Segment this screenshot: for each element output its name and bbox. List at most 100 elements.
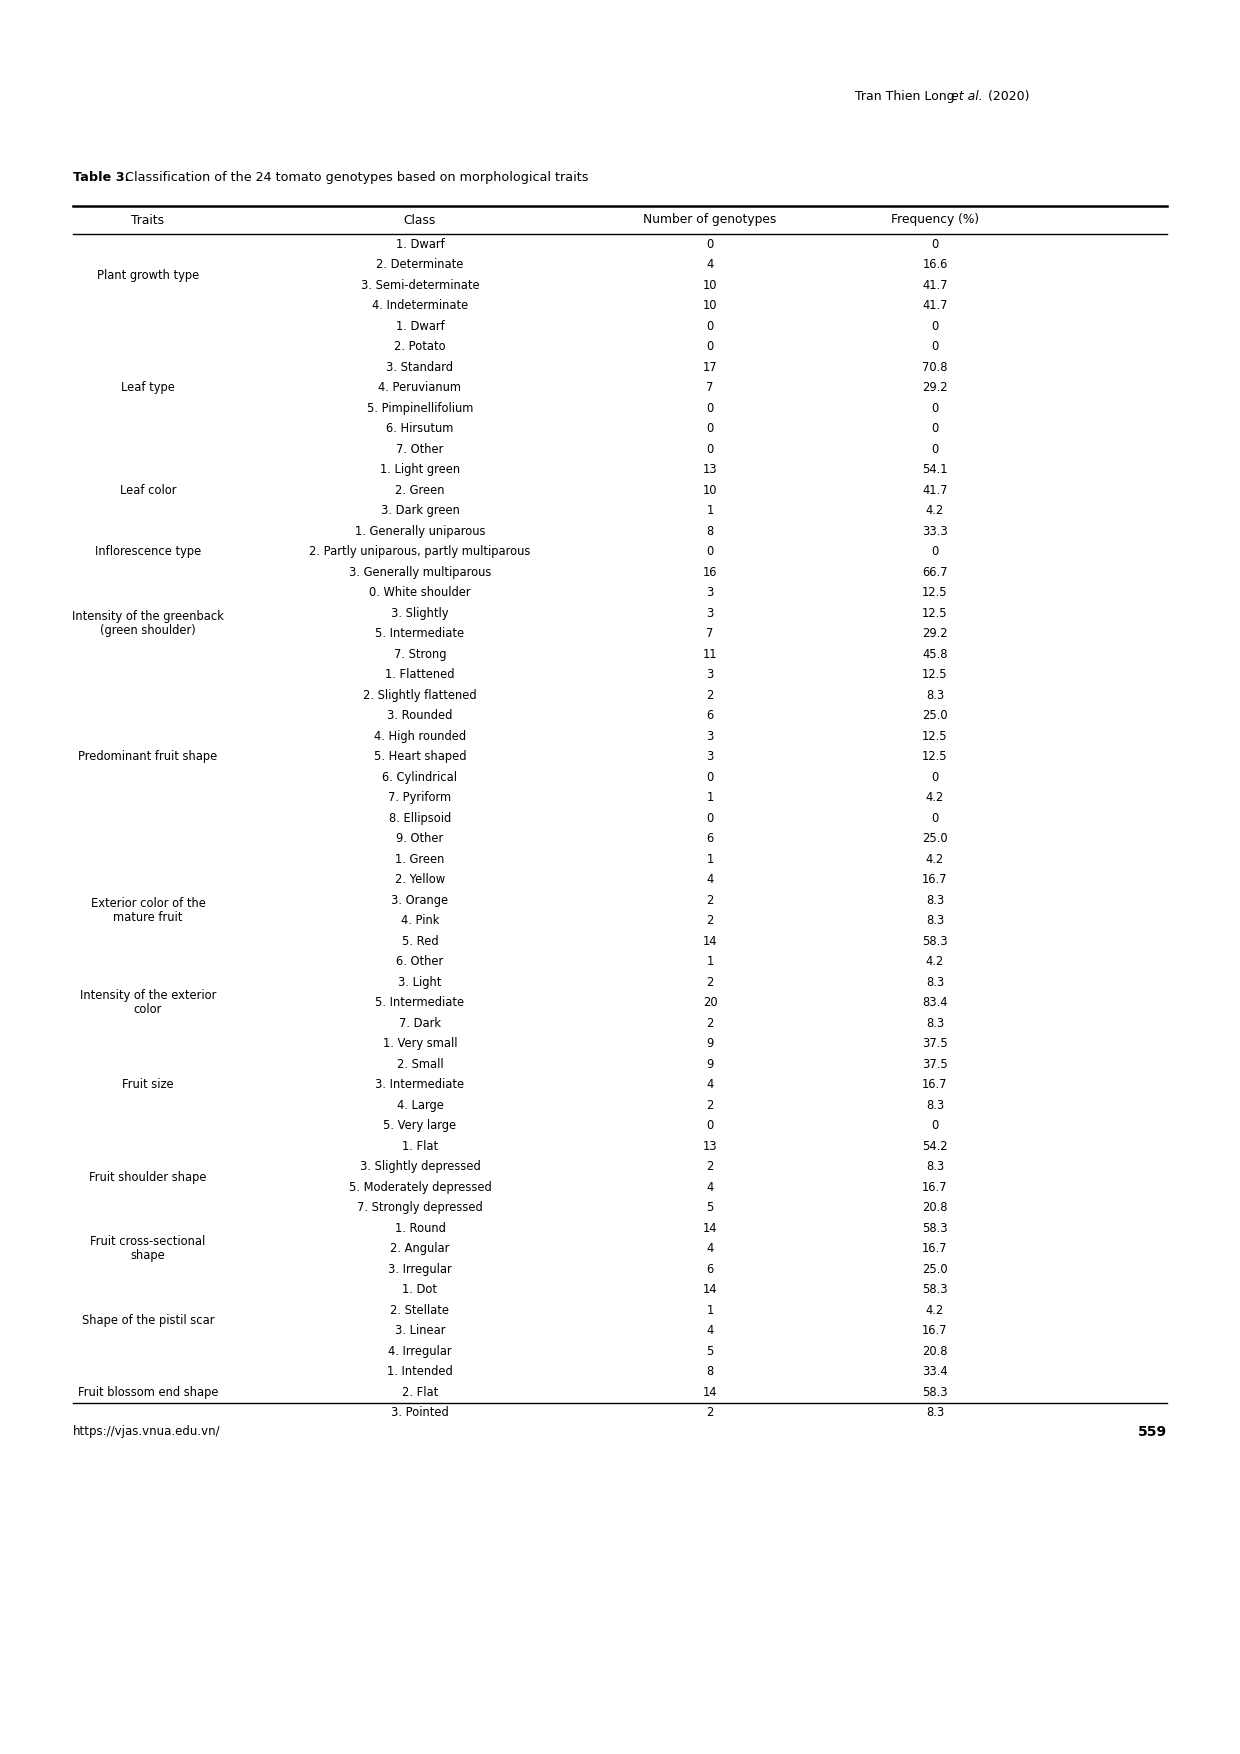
Text: 20.8: 20.8 <box>923 1345 947 1358</box>
Text: 3. Slightly depressed: 3. Slightly depressed <box>360 1159 480 1173</box>
Text: 7. Strongly depressed: 7. Strongly depressed <box>357 1201 482 1214</box>
Text: 0: 0 <box>707 402 714 414</box>
Text: 8.3: 8.3 <box>926 895 944 907</box>
Text: 7. Other: 7. Other <box>397 442 444 456</box>
Text: Leaf color: Leaf color <box>120 484 176 496</box>
Text: Traits: Traits <box>131 214 165 226</box>
Text: 8.3: 8.3 <box>926 975 944 989</box>
Text: 0: 0 <box>931 239 939 251</box>
Text: 1. Flat: 1. Flat <box>402 1140 438 1152</box>
Text: 6: 6 <box>707 1263 714 1275</box>
Text: 8.3: 8.3 <box>926 1407 944 1419</box>
Text: Tran Thien Long: Tran Thien Long <box>856 89 959 103</box>
Text: 0: 0 <box>707 545 714 558</box>
Text: 33.3: 33.3 <box>923 524 947 538</box>
Text: 8.3: 8.3 <box>926 914 944 928</box>
Text: 41.7: 41.7 <box>923 484 947 496</box>
Text: 12.5: 12.5 <box>923 668 947 681</box>
Text: 2: 2 <box>707 1159 714 1173</box>
Text: 0: 0 <box>931 1119 939 1133</box>
Text: 4. Large: 4. Large <box>397 1098 444 1112</box>
Text: 10: 10 <box>703 484 717 496</box>
Text: 25.0: 25.0 <box>923 709 947 723</box>
Text: (green shoulder): (green shoulder) <box>100 624 196 637</box>
Text: 3: 3 <box>707 751 714 763</box>
Text: 12.5: 12.5 <box>923 586 947 600</box>
Text: 25.0: 25.0 <box>923 831 947 845</box>
Text: 1. Green: 1. Green <box>396 852 445 866</box>
Text: 3. Linear: 3. Linear <box>394 1324 445 1337</box>
Text: 3. Slightly: 3. Slightly <box>392 607 449 619</box>
Text: 2. Slightly flattened: 2. Slightly flattened <box>363 689 477 702</box>
Text: 0: 0 <box>707 1119 714 1133</box>
Text: 0: 0 <box>707 770 714 784</box>
Text: 0: 0 <box>931 545 939 558</box>
Text: Class: Class <box>404 214 436 226</box>
Text: 45.8: 45.8 <box>923 647 947 661</box>
Text: 3. Light: 3. Light <box>398 975 441 989</box>
Text: 10: 10 <box>703 300 717 312</box>
Text: 0: 0 <box>707 423 714 435</box>
Text: 0. White shoulder: 0. White shoulder <box>370 586 471 600</box>
Text: 0: 0 <box>931 442 939 456</box>
Text: 2. Small: 2. Small <box>397 1058 444 1070</box>
Text: 37.5: 37.5 <box>923 1037 947 1051</box>
Text: 4. Pink: 4. Pink <box>401 914 439 928</box>
Text: 7. Pyriform: 7. Pyriform <box>388 791 451 805</box>
Text: 4: 4 <box>707 1324 714 1337</box>
Text: 4: 4 <box>707 873 714 886</box>
Text: 0: 0 <box>707 239 714 251</box>
Text: 14: 14 <box>703 1284 717 1296</box>
Text: 9. Other: 9. Other <box>397 831 444 845</box>
Text: 4.2: 4.2 <box>926 791 944 805</box>
Text: 6. Cylindrical: 6. Cylindrical <box>382 770 458 784</box>
Text: 3: 3 <box>707 607 714 619</box>
Text: 12.5: 12.5 <box>923 730 947 742</box>
Text: 13: 13 <box>703 1140 717 1152</box>
Text: mature fruit: mature fruit <box>113 910 182 924</box>
Text: 11: 11 <box>703 647 717 661</box>
Text: 4: 4 <box>707 1180 714 1194</box>
Text: 9: 9 <box>707 1037 714 1051</box>
Text: 3. Rounded: 3. Rounded <box>387 709 453 723</box>
Text: 16.6: 16.6 <box>923 258 947 272</box>
Text: 3: 3 <box>707 586 714 600</box>
Text: 0: 0 <box>931 402 939 414</box>
Text: 14: 14 <box>703 935 717 947</box>
Text: 17: 17 <box>703 361 717 374</box>
Text: 7: 7 <box>707 381 714 395</box>
Text: 2: 2 <box>707 975 714 989</box>
Text: https://vjas.vnua.edu.vn/: https://vjas.vnua.edu.vn/ <box>73 1424 221 1438</box>
Text: Fruit shoulder shape: Fruit shoulder shape <box>89 1170 207 1184</box>
Text: Number of genotypes: Number of genotypes <box>644 214 776 226</box>
Text: Shape of the pistil scar: Shape of the pistil scar <box>82 1314 215 1328</box>
Text: Inflorescence type: Inflorescence type <box>95 545 201 558</box>
Text: Classification of the 24 tomato genotypes based on morphological traits: Classification of the 24 tomato genotype… <box>122 170 589 184</box>
Text: 1: 1 <box>707 852 714 866</box>
Text: 4: 4 <box>707 258 714 272</box>
Text: 14: 14 <box>703 1223 717 1235</box>
Text: 20.8: 20.8 <box>923 1201 947 1214</box>
Text: 8.3: 8.3 <box>926 1159 944 1173</box>
Text: 3. Orange: 3. Orange <box>392 895 449 907</box>
Text: 5: 5 <box>707 1201 714 1214</box>
Text: Predominant fruit shape: Predominant fruit shape <box>78 751 218 763</box>
Text: 3: 3 <box>707 668 714 681</box>
Text: 4.2: 4.2 <box>926 852 944 866</box>
Text: 2. Partly uniparous, partly multiparous: 2. Partly uniparous, partly multiparous <box>309 545 531 558</box>
Text: 4. Irregular: 4. Irregular <box>388 1345 451 1358</box>
Text: 8: 8 <box>707 1365 714 1379</box>
Text: 37.5: 37.5 <box>923 1058 947 1070</box>
Text: 6. Hirsutum: 6. Hirsutum <box>387 423 454 435</box>
Text: 2. Stellate: 2. Stellate <box>391 1303 449 1317</box>
Text: 2: 2 <box>707 895 714 907</box>
Text: 2: 2 <box>707 914 714 928</box>
Text: 3. Semi-determinate: 3. Semi-determinate <box>361 279 480 291</box>
Text: 2. Yellow: 2. Yellow <box>394 873 445 886</box>
Text: 16.7: 16.7 <box>923 1242 947 1256</box>
Text: 9: 9 <box>707 1058 714 1070</box>
Text: 1. Light green: 1. Light green <box>379 463 460 477</box>
Text: 3. Generally multiparous: 3. Generally multiparous <box>348 567 491 579</box>
Text: 4.2: 4.2 <box>926 503 944 517</box>
Text: 58.3: 58.3 <box>923 1284 947 1296</box>
